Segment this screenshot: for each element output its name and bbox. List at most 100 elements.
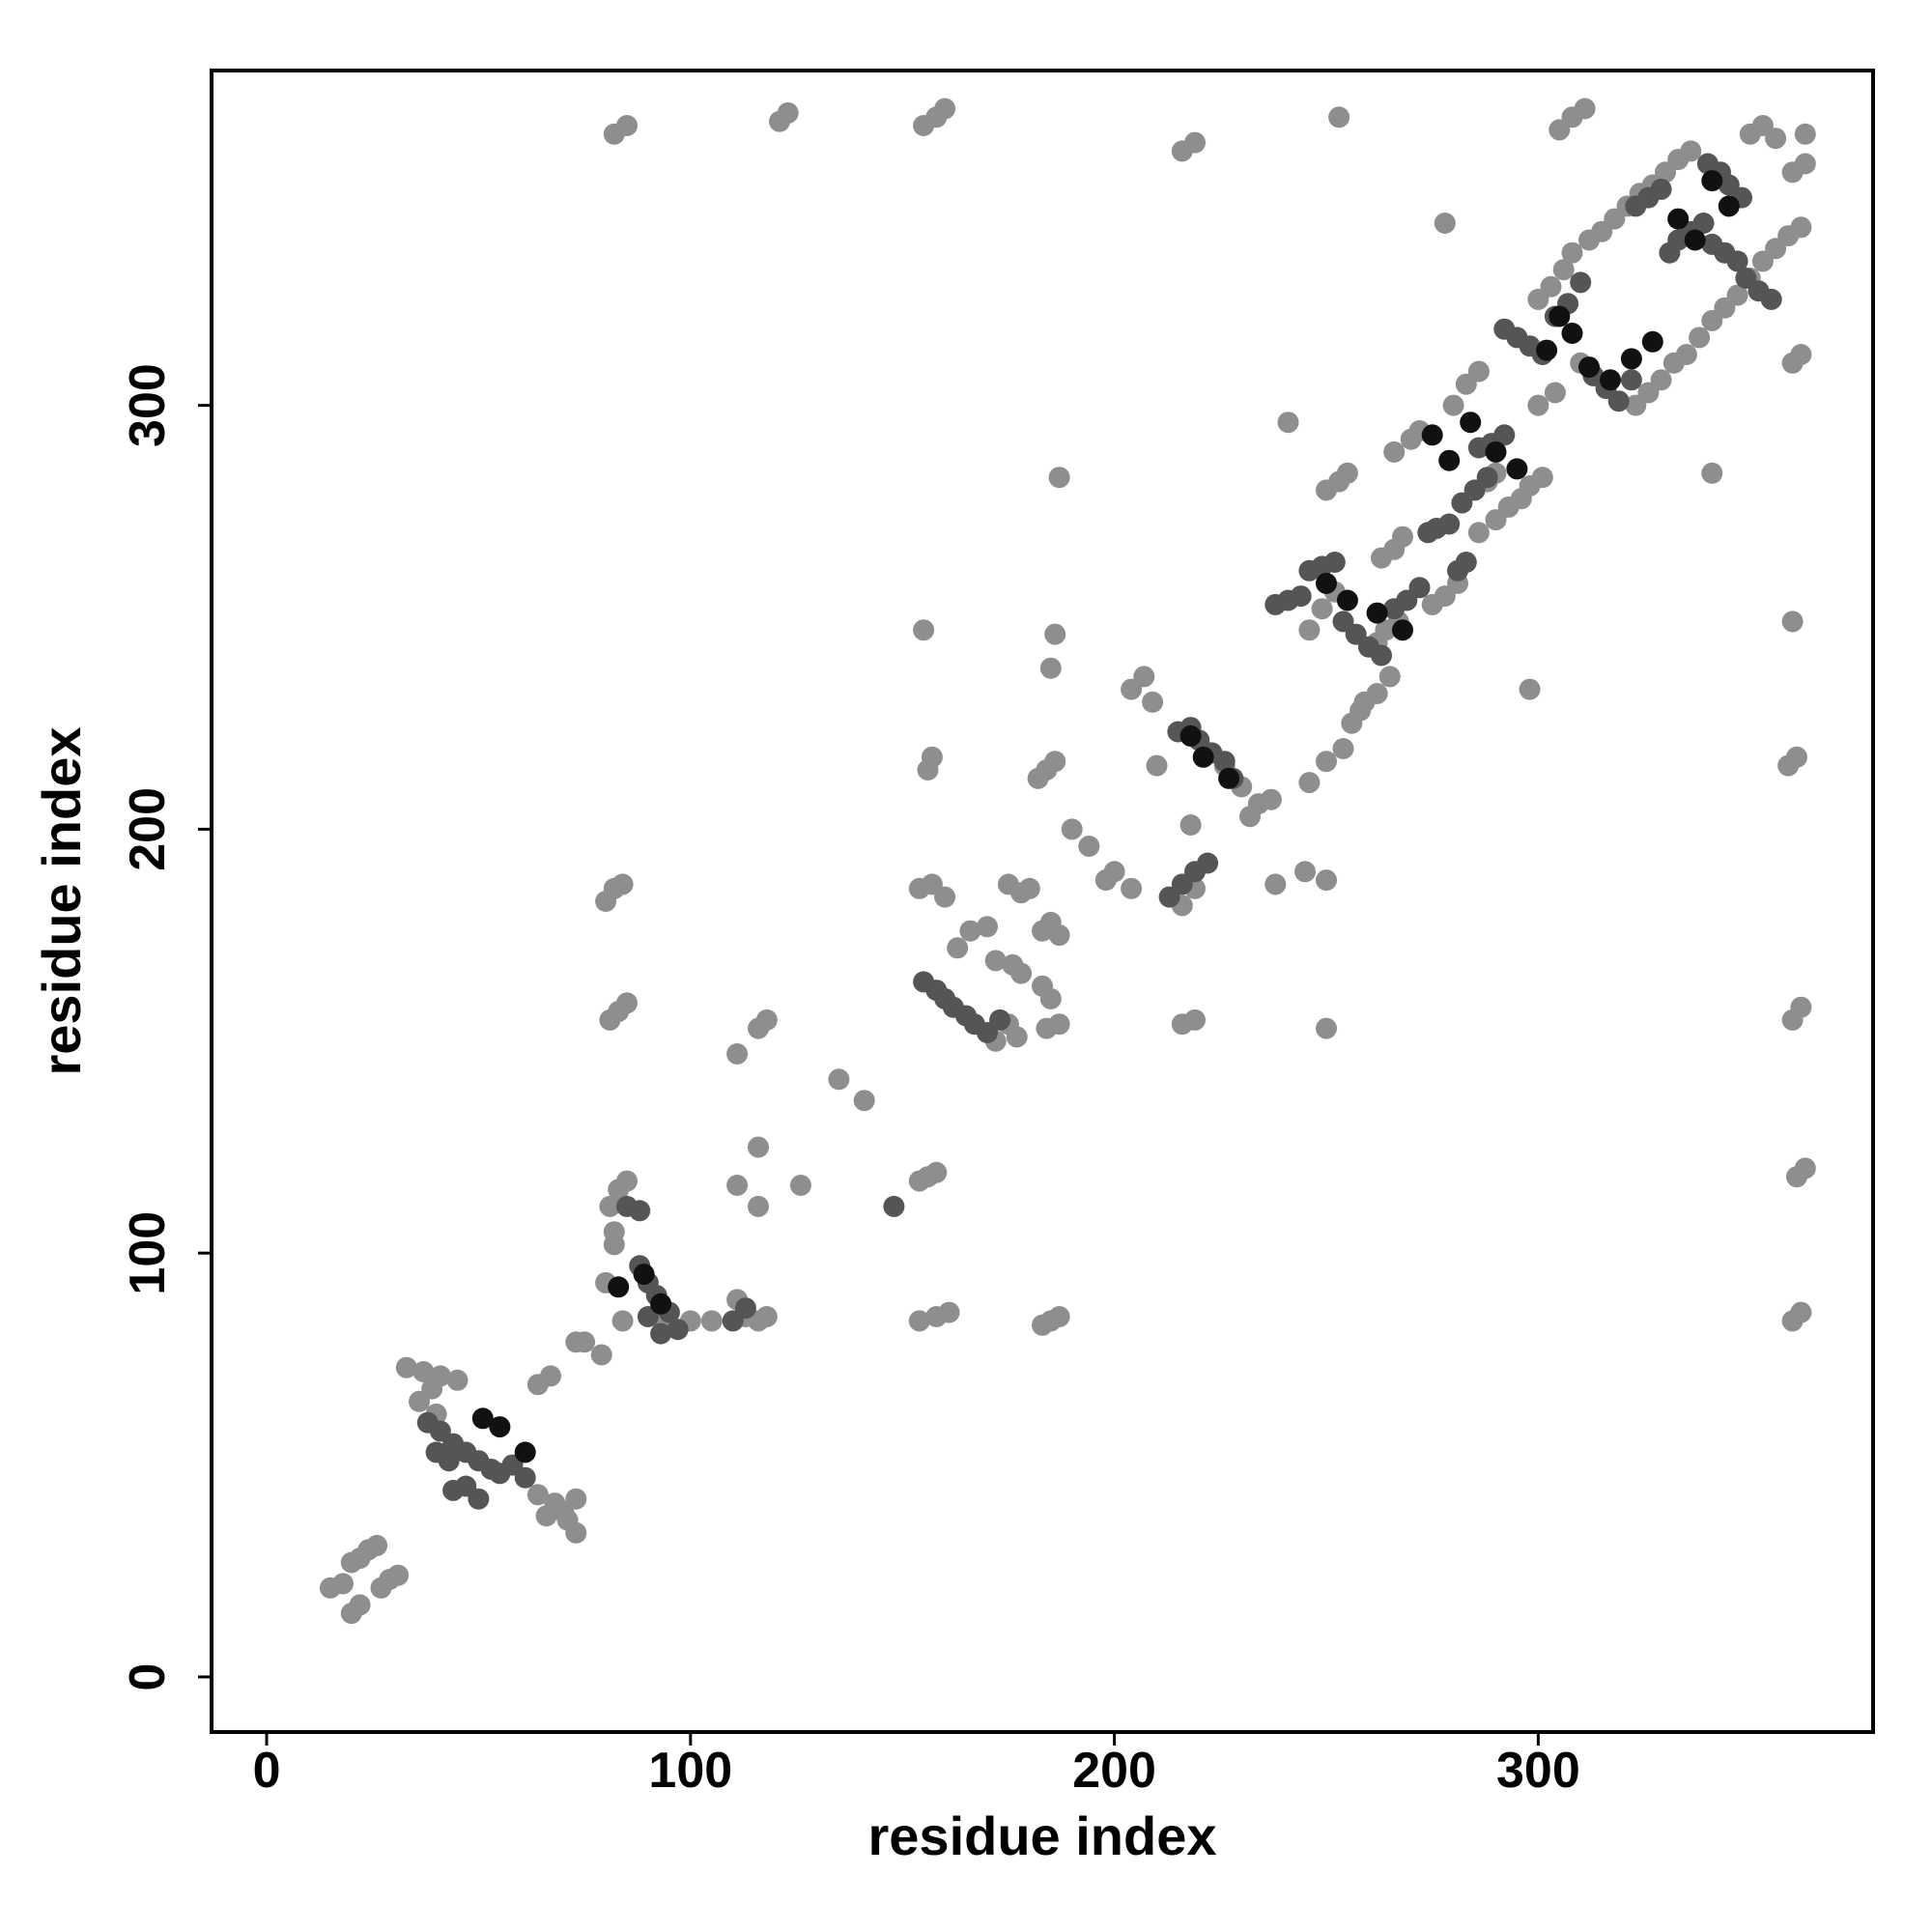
x-tick-label: 300 (1496, 1743, 1580, 1799)
contact-point-light (1790, 216, 1812, 239)
contact-point-light (1133, 666, 1155, 688)
contact-point-light (1048, 924, 1070, 947)
contact-point-light (1142, 691, 1164, 713)
contact-point-light (1574, 98, 1596, 120)
contact-point-dark (1701, 170, 1723, 192)
contact-point-dark (1421, 424, 1443, 446)
contact-point-light (938, 1301, 960, 1323)
x-tick-label: 0 (253, 1743, 281, 1799)
contact-point-light (1392, 526, 1413, 548)
contact-point-light (1039, 657, 1062, 679)
contact-point-mid (1570, 271, 1592, 294)
contact-point-mid (1620, 369, 1642, 391)
x-tick-label: 100 (648, 1743, 732, 1799)
contact-point-light (526, 1374, 549, 1396)
contact-point-light (395, 1356, 417, 1378)
contact-point-light (1650, 369, 1672, 391)
contact-point-dark (1485, 440, 1507, 463)
contact-point-dark (514, 1441, 536, 1463)
contact-point-mid (1323, 552, 1346, 573)
contact-point-dark (1718, 195, 1740, 217)
contact-point-mid (650, 1322, 672, 1345)
contact-point-light (1277, 412, 1299, 434)
contact-point-light (789, 1175, 811, 1196)
contact-point-light (1336, 462, 1358, 484)
contact-point-light (1726, 284, 1748, 306)
contact-point-mid (1692, 213, 1715, 234)
contact-point-light (959, 920, 981, 942)
contact-point-dark (1366, 602, 1388, 624)
contact-point-light (535, 1505, 557, 1527)
contact-point-dark (471, 1407, 494, 1430)
contact-point-light (755, 1306, 778, 1327)
contact-point-dark (1218, 767, 1240, 789)
contact-point-light (1103, 861, 1125, 883)
contact-point-dark (1336, 589, 1358, 611)
contact-point-mid (667, 1319, 689, 1341)
contact-point-light (828, 1068, 850, 1091)
contact-point-light (526, 1484, 549, 1506)
contact-point-light (387, 1564, 410, 1586)
contact-point-light (1794, 123, 1816, 145)
contact-point-light (700, 1310, 723, 1332)
contact-point-light (1794, 1157, 1816, 1179)
contact-point-light (908, 1310, 930, 1332)
contact-point-dark (1548, 305, 1571, 327)
contact-point-mid (1607, 390, 1630, 412)
contact-point-light (726, 1175, 749, 1196)
contact-point-light (1794, 153, 1816, 175)
contact-point-light (1179, 814, 1202, 836)
contact-point-light (1311, 598, 1333, 620)
contact-point-light (921, 746, 943, 768)
contact-point-light (1701, 462, 1723, 484)
contact-point-light (1184, 1009, 1206, 1031)
contact-point-mid (883, 1195, 905, 1217)
contact-point-dark (1600, 369, 1621, 391)
contact-point-light (1044, 751, 1066, 773)
contact-point-dark (633, 1264, 655, 1286)
contact-point-light (599, 1195, 621, 1217)
contact-point-mid (1213, 751, 1236, 773)
contact-point-light (934, 98, 956, 120)
contact-point-dark (1578, 356, 1600, 379)
contact-point-light (748, 1195, 769, 1217)
contact-point-light (1039, 987, 1062, 1009)
y-tick-label: 100 (120, 1211, 176, 1295)
contact-point-light (590, 1344, 612, 1366)
contact-point-light (616, 1170, 638, 1192)
contact-point-mid (1197, 852, 1219, 874)
contact-point-light (1018, 877, 1040, 899)
contact-point-light (1561, 242, 1583, 264)
contact-point-dark (1561, 323, 1583, 344)
contact-point-dark (1667, 208, 1690, 230)
contact-point-light (1544, 382, 1566, 404)
contact-point-dark (1192, 746, 1214, 768)
contact-point-light (366, 1534, 388, 1556)
contact-point-light (977, 916, 998, 938)
contact-point-dark (1460, 412, 1482, 434)
contact-point-light (1332, 738, 1354, 759)
contact-point-light (1328, 106, 1350, 128)
contact-point-mid (1455, 552, 1477, 573)
contact-point-light (853, 1090, 875, 1112)
contact-point-dark (1684, 229, 1706, 251)
contact-point-dark (1179, 724, 1202, 747)
contact-point-light (1378, 666, 1401, 688)
contact-point-mid (438, 1450, 460, 1472)
contact-point-light (1298, 772, 1321, 794)
contact-point-light (412, 1361, 435, 1382)
contact-point-dark (650, 1293, 672, 1315)
contact-point-dark (1316, 572, 1337, 594)
contact-point-light (611, 873, 634, 895)
contact-point-light (934, 886, 956, 908)
contact-point-light (565, 1521, 587, 1544)
contact-point-light (1366, 683, 1388, 704)
contact-point-light (913, 619, 935, 641)
contact-point-dark (1641, 330, 1663, 353)
contact-point-light (1467, 360, 1490, 383)
contact-point-light (332, 1573, 354, 1595)
contact-point-mid (1408, 577, 1431, 599)
contact-point-light (611, 1310, 634, 1332)
contact-point-light (1442, 394, 1464, 416)
